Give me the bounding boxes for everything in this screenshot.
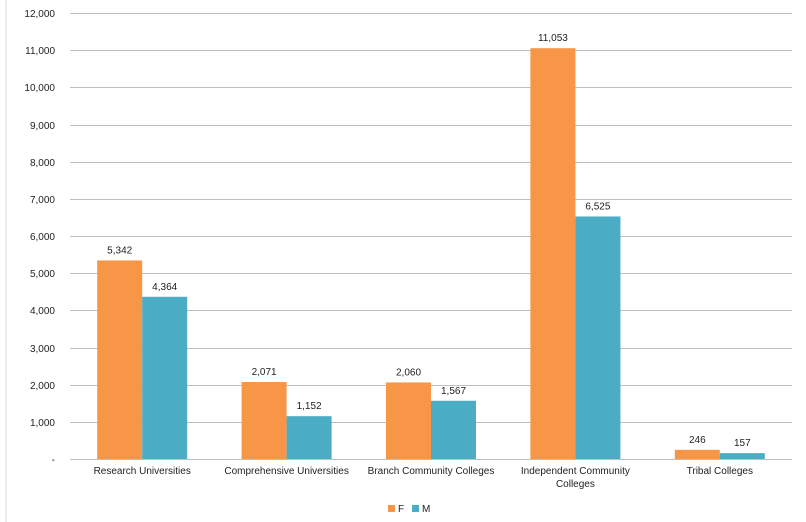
data-label: 2,071	[252, 367, 277, 378]
bar-f	[241, 382, 287, 459]
y-tick-label: 1,000	[30, 418, 55, 429]
data-label: 1,152	[297, 401, 322, 412]
bar-m	[286, 416, 332, 459]
y-tick-label: 11,000	[25, 46, 55, 57]
data-label: 5,342	[107, 245, 132, 256]
data-label: 4,364	[152, 282, 177, 293]
y-tick-label: 4,000	[30, 306, 55, 317]
y-tick-label: 9,000	[30, 121, 55, 132]
legend-label: F	[398, 504, 404, 515]
bar-m	[142, 296, 188, 459]
data-label: 2,060	[396, 367, 421, 378]
x-tick-label: Tribal Colleges	[687, 466, 753, 477]
gridlines	[70, 13, 792, 460]
bar-f	[386, 382, 431, 459]
legend-swatch-f	[388, 505, 395, 512]
y-tick-label: 7,000	[30, 195, 55, 206]
y-tick-label: 10,000	[24, 83, 55, 94]
bar-m	[575, 216, 621, 459]
y-tick-label: 5,000	[30, 269, 55, 280]
bar-m	[431, 400, 476, 459]
x-tick-label: Research Universities	[94, 466, 191, 477]
bar-f	[674, 449, 720, 459]
y-tick-label: 3,000	[30, 344, 55, 355]
x-tick-label: Comprehensive Universities	[224, 466, 349, 477]
y-tick-label: 8,000	[30, 158, 55, 169]
y-axis: - 1,000 2,000 3,000 4,000 5,000 6,000 7,000 8,00…	[24, 9, 55, 466]
y-tick-label: 6,000	[30, 232, 55, 243]
data-label: 1,567	[441, 386, 466, 397]
x-tick-label: Independent Community	[521, 466, 630, 477]
bars: 5,342 4,364 2,071 1,152 2,060 1,567 11,053 6,52…	[97, 33, 765, 459]
data-label: 157	[734, 438, 751, 449]
bar-f	[530, 48, 576, 459]
bar-f	[97, 260, 143, 459]
x-tick-label: Colleges	[556, 479, 595, 490]
data-label: 11,053	[538, 33, 568, 44]
legend-label: M	[422, 504, 430, 515]
y-tick-label: 12,000	[24, 9, 55, 20]
x-tick-label: Branch Community Colleges	[368, 466, 495, 477]
y-tick-label: 2,000	[30, 381, 55, 392]
data-label: 246	[689, 435, 706, 446]
x-axis: Research Universities Comprehensive Unive…	[94, 466, 753, 490]
bar-m	[719, 453, 765, 459]
legend-swatch-m	[412, 505, 419, 512]
data-label: 6,525	[585, 201, 610, 212]
y-tick-label: -	[52, 455, 55, 466]
